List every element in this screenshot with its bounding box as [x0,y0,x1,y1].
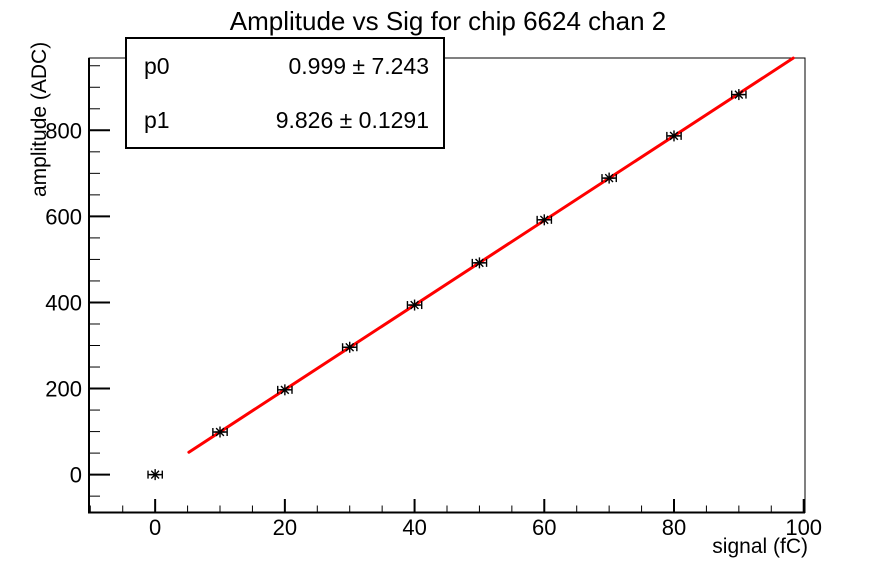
x-axis-title: signal (fC) [712,535,808,558]
marker-asterisk [345,342,355,352]
y-tick-label: 600 [45,204,82,229]
marker-asterisk [604,173,614,183]
marker-asterisk [280,385,290,395]
data-point [277,384,293,396]
x-tick-label: 60 [532,515,556,540]
stat-param-value: 9.826 ± 0.1291 [275,106,429,133]
x-tick-label: 20 [273,515,297,540]
y-tick-label: 200 [45,377,82,402]
marker-asterisk [150,470,160,480]
data-point [471,257,488,269]
y-tick-label: 800 [45,118,82,143]
x-tick-label: 100 [785,515,822,540]
marker-asterisk [410,300,419,310]
stat-param-value: 0.999 ± 7.243 [288,52,429,79]
stats-row: p1 9.826 ± 0.1291 [144,107,429,134]
x-tick-label: 40 [402,515,426,540]
marker-asterisk [215,427,225,437]
stat-param-name: p0 [144,52,170,79]
data-point [666,130,682,142]
data-point [147,469,163,481]
y-tick-label: 400 [45,290,82,315]
data-point [212,426,228,438]
marker-asterisk [539,215,549,225]
stats-row: p0 0.999 ± 7.243 [144,53,429,80]
marker-asterisk [475,258,484,268]
data-point [731,89,747,101]
chart-title: Amplitude vs Sig for chip 6624 chan 2 [229,6,667,36]
data-series [147,89,747,481]
data-point [406,299,423,311]
data-point [341,341,358,353]
marker-asterisk [734,90,744,99]
marker-asterisk [669,131,679,141]
fit-line [187,56,795,454]
stat-param-name: p1 [144,106,170,133]
x-tick-label: 0 [149,515,161,540]
data-point [601,172,617,184]
x-tick-label: 80 [662,515,686,540]
y-axis-title: amplitude (ADC) [28,42,51,197]
stats-box: p0 0.999 ± 7.243 p1 9.826 ± 0.1291 [125,37,445,149]
data-point [536,214,553,226]
y-tick-label: 0 [70,463,82,488]
